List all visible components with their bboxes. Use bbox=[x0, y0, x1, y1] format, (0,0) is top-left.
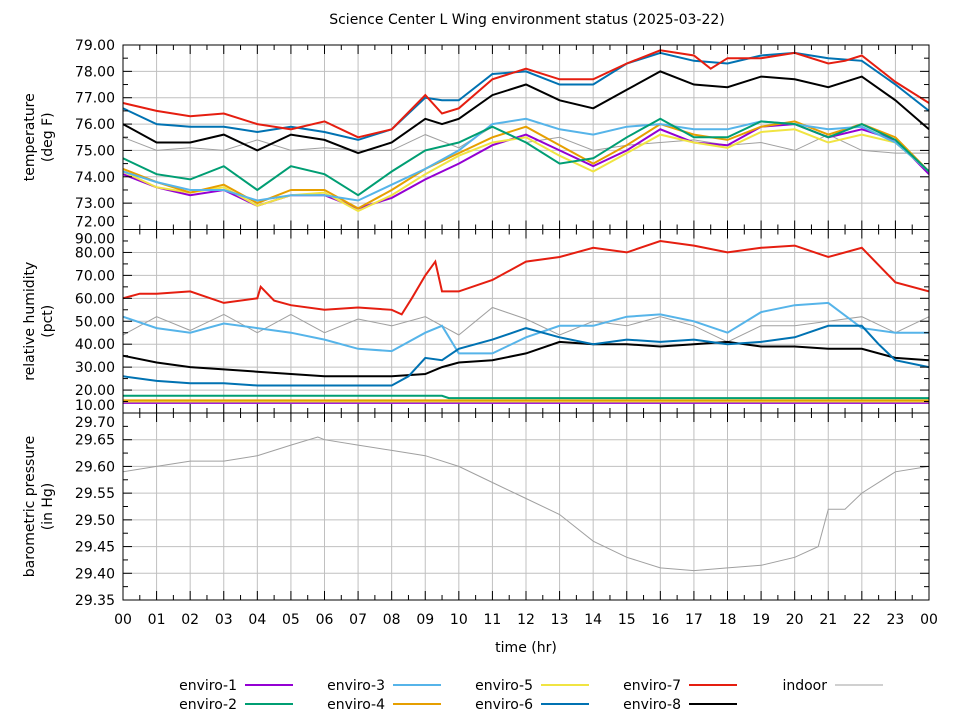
y-tick-label-humidity: 90.00 bbox=[75, 232, 115, 248]
x-tick-label: 06 bbox=[316, 612, 334, 628]
x-tick-label: 13 bbox=[551, 612, 569, 628]
x-tick-label: 14 bbox=[584, 612, 602, 628]
legend-label: enviro-2 bbox=[179, 697, 237, 713]
panels: 79.00 78.00 77.00 76.00 75.00 74.00 73.00 72.00… bbox=[22, 38, 938, 628]
legend-label: enviro-1 bbox=[179, 678, 237, 694]
legend-item-enviro-5: enviro-5 bbox=[475, 678, 589, 694]
legend-item-indoor: indoor bbox=[782, 678, 883, 694]
y-tick-label-temperature: 75.00 bbox=[75, 143, 115, 159]
legend-label: indoor bbox=[782, 678, 827, 694]
x-tick-label: 19 bbox=[752, 612, 770, 628]
y-axis-label-temperature: temperature bbox=[22, 93, 38, 181]
legend-label: enviro-4 bbox=[327, 697, 385, 713]
y-tick-label-pressure: 29.55 bbox=[75, 486, 115, 502]
series-humidity-enviro-3 bbox=[123, 301, 929, 355]
legend-label: enviro-6 bbox=[475, 697, 533, 713]
y-tick-label-temperature: 78.00 bbox=[75, 64, 115, 80]
x-tick-labels: 00 01 02 03 04 05 06 07 08 09 10 11 12 13 14 15 16 17 18 19… bbox=[114, 612, 938, 628]
y-tick-label-humidity: 50.00 bbox=[75, 314, 115, 330]
y-tick-label-humidity: 80.00 bbox=[75, 245, 115, 261]
legend-label: enviro-7 bbox=[623, 678, 681, 694]
series-temperature-enviro-7 bbox=[123, 49, 929, 139]
series-group-pressure bbox=[123, 436, 929, 572]
x-axis-label: time (hr) bbox=[495, 640, 557, 656]
series-humidity-enviro-7 bbox=[123, 239, 929, 316]
series-temperature-enviro-5 bbox=[123, 128, 929, 213]
x-tick-label: 00 bbox=[920, 612, 938, 628]
legend: enviro-1 enviro-2 enviro-3 enviro-4 enviro-5… bbox=[179, 678, 883, 713]
y-tick-label-pressure: 29.35 bbox=[75, 593, 115, 609]
legend-item-enviro-7: enviro-7 bbox=[623, 678, 737, 694]
y-axis-label-temperature: (deg F) bbox=[40, 112, 56, 162]
x-tick-label: 04 bbox=[248, 612, 266, 628]
legend-item-enviro-6: enviro-6 bbox=[475, 697, 589, 713]
legend-label: enviro-8 bbox=[623, 697, 681, 713]
y-tick-label-temperature: 77.00 bbox=[75, 91, 115, 107]
series-temperature-enviro-8 bbox=[123, 70, 929, 155]
y-tick-label-pressure: 29.70 bbox=[75, 415, 115, 431]
series-group-temperature bbox=[123, 49, 929, 213]
y-tick-label-temperature: 76.00 bbox=[75, 117, 115, 133]
y-tick-label-humidity: 40.00 bbox=[75, 337, 115, 353]
legend-item-enviro-3: enviro-3 bbox=[327, 678, 441, 694]
x-tick-label: 16 bbox=[651, 612, 669, 628]
x-tick-label: 05 bbox=[282, 612, 300, 628]
panel-temperature: 79.00 78.00 77.00 76.00 75.00 74.00 73.00 72.00… bbox=[22, 38, 930, 231]
x-tick-label: 09 bbox=[416, 612, 434, 628]
x-tick-label: 12 bbox=[517, 612, 535, 628]
y-axis-label-pressure: (in Hg) bbox=[40, 483, 56, 531]
x-tick-label: 10 bbox=[450, 612, 468, 628]
y-tick-label-temperature: 79.00 bbox=[75, 38, 115, 54]
x-tick-label: 20 bbox=[786, 612, 804, 628]
x-tick-label: 00 bbox=[114, 612, 132, 628]
x-tick-label: 23 bbox=[887, 612, 905, 628]
x-tick-label: 22 bbox=[853, 612, 871, 628]
series-humidity-enviro-6 bbox=[123, 324, 929, 387]
panel-pressure: 29.70 29.65 29.60 29.55 29.50 29.45 29.40 29.35… bbox=[22, 412, 930, 609]
y-tick-label-humidity: 30.00 bbox=[75, 360, 115, 376]
y-tick-label-humidity: 60.00 bbox=[75, 291, 115, 307]
y-tick-label-pressure: 29.50 bbox=[75, 513, 115, 529]
y-tick-label-humidity: 10.00 bbox=[75, 398, 115, 414]
series-pressure-indoor bbox=[123, 436, 929, 572]
y-tick-label-humidity: 70.00 bbox=[75, 268, 115, 284]
legend-item-enviro-4: enviro-4 bbox=[327, 697, 441, 713]
y-axis-label-humidity: relative humidity bbox=[22, 262, 38, 381]
x-tick-label: 08 bbox=[383, 612, 401, 628]
y-tick-label-pressure: 29.65 bbox=[75, 433, 115, 449]
x-tick-label: 11 bbox=[484, 612, 502, 628]
y-tick-label-temperature: 73.00 bbox=[75, 196, 115, 212]
series-temperature-enviro-4 bbox=[123, 120, 929, 210]
legend-item-enviro-1: enviro-1 bbox=[179, 678, 293, 694]
x-tick-label: 21 bbox=[819, 612, 837, 628]
x-tick-label: 18 bbox=[719, 612, 737, 628]
y-axis-label-pressure: barometric pressure bbox=[22, 436, 38, 577]
series-group-humidity bbox=[123, 239, 929, 404]
series-humidity-enviro-8 bbox=[123, 340, 929, 378]
series-humidity-indoor bbox=[123, 306, 929, 343]
y-tick-label-humidity: 20.00 bbox=[75, 383, 115, 399]
x-tick-label: 02 bbox=[181, 612, 199, 628]
legend-label: enviro-3 bbox=[327, 678, 385, 694]
series-temperature-enviro-2 bbox=[123, 117, 929, 197]
x-tick-label: 03 bbox=[215, 612, 233, 628]
y-tick-label-pressure: 29.40 bbox=[75, 566, 115, 582]
y-axis-label-humidity: (pct) bbox=[40, 305, 56, 338]
y-tick-label-pressure: 29.45 bbox=[75, 540, 115, 556]
legend-label: enviro-5 bbox=[475, 678, 533, 694]
grid-pressure bbox=[123, 413, 929, 600]
x-tick-label: 01 bbox=[148, 612, 166, 628]
y-tick-label-temperature: 72.00 bbox=[75, 215, 115, 231]
y-tick-label-pressure: 29.60 bbox=[75, 459, 115, 475]
x-tick-label: 07 bbox=[349, 612, 367, 628]
x-tick-label: 17 bbox=[685, 612, 703, 628]
legend-item-enviro-8: enviro-8 bbox=[623, 697, 737, 713]
x-tick-label: 15 bbox=[618, 612, 636, 628]
series-humidity-enviro-2 bbox=[123, 394, 929, 400]
y-tick-label-temperature: 74.00 bbox=[75, 170, 115, 186]
legend-item-enviro-2: enviro-2 bbox=[179, 697, 293, 713]
chart-title: Science Center L Wing environment status… bbox=[329, 12, 725, 28]
